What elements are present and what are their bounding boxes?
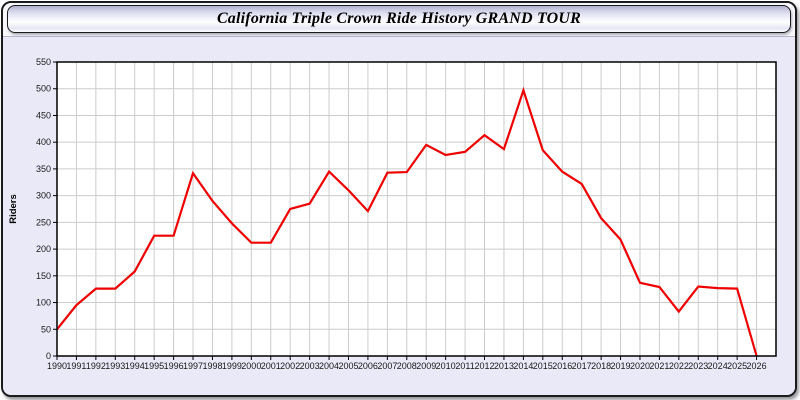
y-tick-label: 150 — [36, 271, 51, 281]
y-tick-labels: 0 50 100 150 200 250 300 350 400 450 500 550 — [36, 57, 51, 361]
x-tick-label: 2012 — [474, 361, 494, 371]
y-tick-label: 0 — [46, 351, 51, 361]
y-tick-label: 400 — [36, 137, 51, 147]
y-tick-label: 350 — [36, 164, 51, 174]
x-tick-label: 2005 — [338, 361, 358, 371]
chart-region: 1990 1991 1992 1993 1994 1995 1996 1997 1998 1999… — [3, 37, 795, 395]
title-bar: California Triple Crown Ride History GRA… — [7, 5, 791, 33]
x-tick-label: 1998 — [202, 361, 222, 371]
riders-series-line — [56, 86, 758, 357]
x-tick-label: 2007 — [377, 361, 397, 371]
x-tick-label: 2019 — [611, 361, 631, 371]
plot-border — [56, 61, 777, 357]
y-tick-label: 100 — [36, 298, 51, 308]
x-tick-label: 2003 — [300, 361, 320, 371]
x-tick-labels: 1990 1991 1992 1993 1994 1995 1996 1997 1998 1999… — [47, 361, 767, 371]
x-tick-label: 2011 — [455, 361, 474, 371]
x-tick-label: 2017 — [572, 361, 592, 371]
x-tick-label: 2002 — [280, 361, 300, 371]
page-title: California Triple Crown Ride History GRA… — [216, 10, 582, 27]
x-tick-label: 2016 — [552, 361, 572, 371]
plot-area — [57, 62, 776, 356]
y-tick-label: 200 — [36, 244, 51, 254]
x-tick-label: 1992 — [86, 361, 106, 371]
y-tick-label: 500 — [36, 84, 51, 94]
x-tick-label: 2025 — [727, 361, 747, 371]
y-axis-title: Riders — [8, 194, 19, 224]
x-tick-label: 2024 — [708, 361, 728, 371]
x-tick-label: 2018 — [591, 361, 611, 371]
x-tick-label: 1991 — [66, 361, 86, 371]
gridlines — [57, 62, 776, 356]
x-tick-label: 2022 — [669, 361, 689, 371]
x-tick-label: 2015 — [533, 361, 553, 371]
x-tick-label: 1995 — [144, 361, 164, 371]
x-tick-label: 2004 — [319, 361, 339, 371]
x-tick-label: 1996 — [164, 361, 184, 371]
x-tick-label: 2009 — [416, 361, 436, 371]
x-tick-label: 2026 — [747, 361, 767, 371]
riders-line-chart: 1990 1991 1992 1993 1994 1995 1996 1997 1998 1999… — [8, 57, 777, 371]
x-tick-label: 2014 — [513, 361, 533, 371]
x-tick-label: 2006 — [358, 361, 378, 371]
y-tick-label: 450 — [36, 110, 51, 120]
y-tick-label: 550 — [36, 57, 51, 67]
x-tick-label: 2010 — [436, 361, 456, 371]
x-tick-label: 2023 — [688, 361, 708, 371]
x-tick-label: 1990 — [47, 361, 67, 371]
x-tick-label: 1999 — [222, 361, 242, 371]
header-strip: California Triple Crown Ride History GRA… — [3, 3, 795, 37]
x-tick-label: 2021 — [649, 361, 669, 371]
x-tick-label: 2001 — [261, 361, 281, 371]
x-tick-label: 1997 — [183, 361, 203, 371]
x-tick-label: 1993 — [105, 361, 125, 371]
y-tick-label: 300 — [36, 191, 51, 201]
y-tick-label: 50 — [41, 324, 51, 334]
x-tick-label: 2008 — [397, 361, 417, 371]
x-tick-label: 2000 — [241, 361, 261, 371]
x-tick-label: 2013 — [494, 361, 514, 371]
x-tick-label: 1994 — [125, 361, 145, 371]
y-tick-label: 250 — [36, 217, 51, 227]
x-tick-label: 2020 — [630, 361, 650, 371]
